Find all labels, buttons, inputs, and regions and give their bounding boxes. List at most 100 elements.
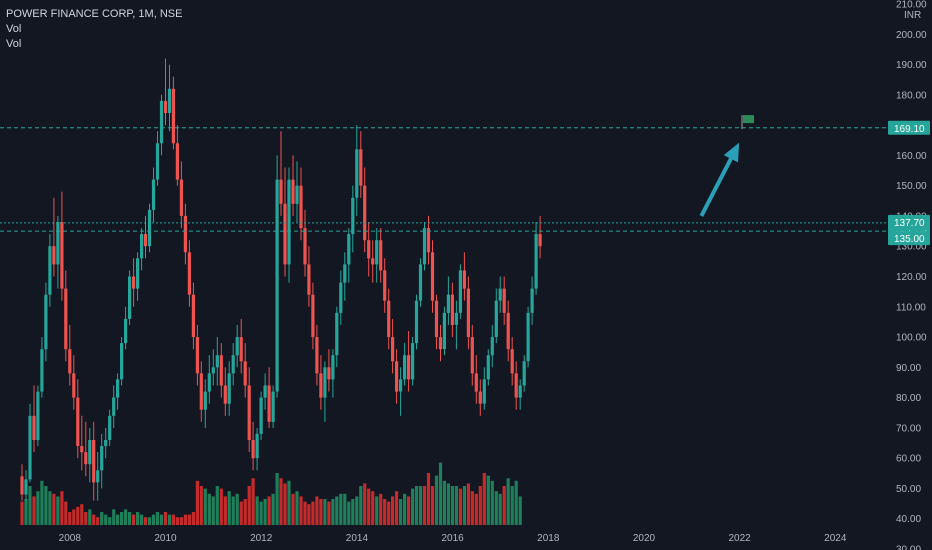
volume-bar	[239, 501, 243, 525]
volume-bar	[20, 501, 24, 525]
volume-bar	[199, 486, 203, 525]
volume-bar	[351, 499, 355, 525]
candle-body	[363, 185, 367, 241]
volume-bar	[446, 483, 450, 525]
candle-body	[379, 240, 383, 271]
volume-bar	[327, 501, 331, 525]
volume-bar	[215, 486, 219, 525]
volume-bar	[403, 493, 407, 525]
candle-body	[24, 479, 28, 495]
candle-body	[72, 373, 76, 398]
volume-bar	[143, 517, 148, 525]
candle-body	[132, 276, 136, 289]
volume-bar	[478, 486, 482, 525]
candle-body	[307, 264, 311, 295]
candle-body	[108, 415, 112, 440]
arrow-head-icon	[723, 142, 740, 163]
candle-body	[347, 234, 351, 265]
candle-body	[498, 288, 502, 301]
candle-body	[124, 318, 128, 344]
price-tick-label: 180.00	[896, 90, 927, 101]
candle-body	[40, 349, 44, 392]
price-tick-label: 60.00	[896, 454, 921, 465]
candle-body	[147, 209, 152, 247]
candle-body	[303, 228, 307, 265]
price-tick-label: 30.00	[896, 545, 921, 550]
volume-bar	[76, 506, 80, 525]
volume-bar	[235, 493, 239, 525]
volume-bar	[120, 512, 124, 525]
candle-body	[88, 440, 92, 465]
volume-bar	[72, 509, 76, 525]
volume-indicator-label[interactable]: Vol	[6, 23, 22, 35]
price-axis-panel	[886, 0, 932, 550]
volume-bar	[414, 486, 419, 525]
volume-bar	[454, 486, 458, 525]
price-lines	[0, 127, 886, 232]
candle-body	[438, 337, 443, 350]
price-tick-label: 150.00	[896, 181, 927, 192]
volume-bar	[355, 496, 359, 525]
candle-body	[60, 222, 64, 289]
candle-body	[80, 446, 84, 453]
volume-bar	[271, 493, 275, 525]
candle-body	[100, 446, 104, 471]
volume-bar	[307, 504, 311, 525]
candle-body	[490, 337, 494, 356]
candle-body	[175, 143, 179, 180]
candle-body	[462, 270, 466, 289]
price-tag-169	[888, 120, 930, 135]
candle-body	[430, 252, 435, 301]
time-tick-label: 2016	[441, 533, 464, 544]
candle-body	[446, 294, 450, 313]
candle-body	[267, 385, 271, 422]
candle-body	[179, 179, 183, 216]
candle-body	[56, 222, 60, 265]
candle-body	[323, 367, 327, 398]
candle-body	[32, 415, 36, 440]
candle-body	[522, 361, 526, 386]
volume-bar	[159, 514, 164, 525]
symbol-title[interactable]: POWER FINANCE CORP, 1M, NSE	[6, 8, 183, 20]
candle-body	[375, 240, 379, 265]
annotations[interactable]	[699, 115, 754, 217]
volume-bar	[411, 488, 415, 525]
volume-bar	[319, 499, 323, 525]
volume-bar	[179, 517, 183, 525]
candle-body	[96, 470, 100, 483]
volume-bar	[275, 473, 279, 525]
candle-body	[295, 185, 299, 204]
candle-body	[482, 379, 486, 404]
volume-bar	[40, 480, 44, 525]
candle-body	[104, 440, 108, 447]
volume-indicator-label[interactable]: Vol	[6, 38, 22, 50]
candle-body	[526, 312, 530, 362]
volume-bar	[347, 501, 351, 525]
volume-bar	[147, 517, 152, 525]
price-tick-label: 130.00	[896, 242, 927, 253]
volume-bar	[518, 496, 522, 525]
candle-body	[426, 228, 431, 253]
candle-body	[339, 282, 343, 313]
volume-bar	[155, 512, 160, 525]
candle-body	[510, 349, 514, 374]
volume-bar	[247, 486, 251, 525]
candle-body	[387, 300, 391, 337]
candle-body	[494, 300, 498, 337]
time-tick-label: 2012	[250, 533, 273, 544]
volume-bar	[375, 496, 379, 525]
time-tick-label: 2018	[537, 533, 560, 544]
candle-body	[399, 379, 403, 392]
volume-bar	[331, 499, 335, 525]
volume-bar	[104, 514, 108, 525]
candle-body	[442, 312, 446, 350]
volume-bar	[367, 488, 371, 525]
volume-bar	[24, 499, 28, 525]
candle-body	[287, 179, 291, 265]
volume-bar	[64, 501, 68, 525]
volume-bar	[343, 493, 347, 525]
volume-bar	[112, 509, 116, 525]
candle-body	[311, 294, 315, 338]
volume-bar	[132, 514, 136, 525]
